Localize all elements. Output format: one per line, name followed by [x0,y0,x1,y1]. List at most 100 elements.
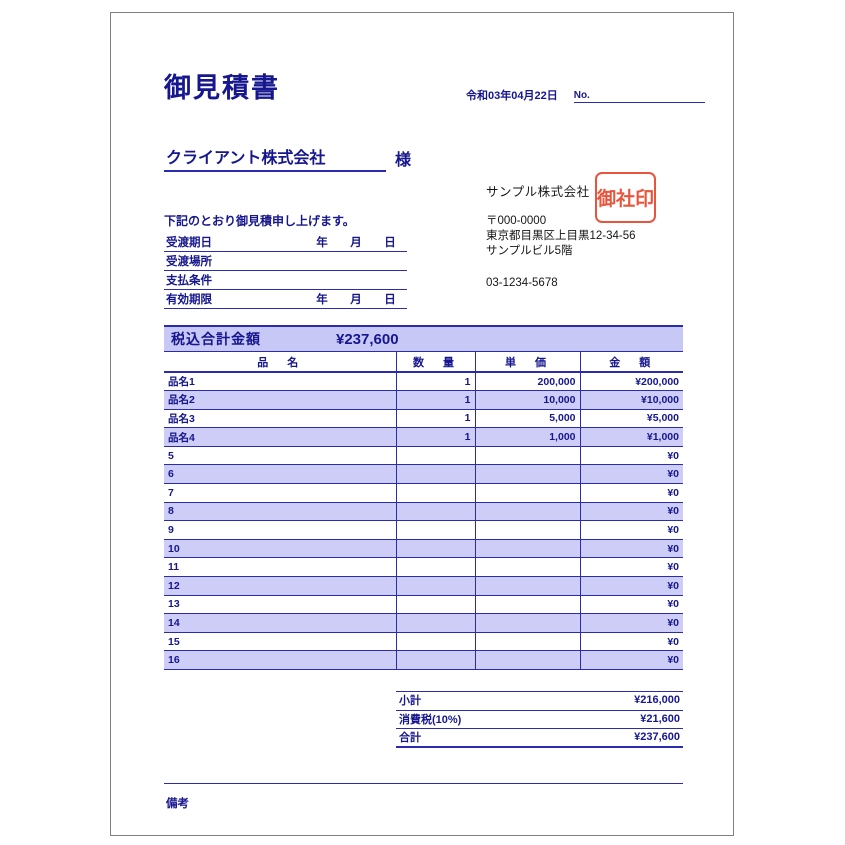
cell-quantity[interactable] [395,502,475,521]
terms-value-field[interactable] [299,232,305,252]
number-input[interactable] [589,91,705,103]
cell-amount[interactable]: ¥0 [579,464,683,484]
cell-quantity[interactable] [395,576,475,596]
cell-item-name[interactable]: 5 [168,449,174,462]
cell-quantity[interactable]: 1 [395,372,475,391]
total-amount-value: ¥237,600 [336,330,399,348]
table-row[interactable]: 品名1 1 200,000 ¥200,000 [164,372,683,391]
cell-unit-price[interactable] [474,557,580,577]
cell-item-name[interactable]: 15 [168,635,180,648]
client-name-field[interactable]: クライアント株式会社 [164,144,386,172]
table-row[interactable]: 7 ¥0 [164,483,683,503]
cell-unit-price[interactable] [474,483,580,503]
table-row[interactable]: 9 ¥0 [164,520,683,540]
summary-row: 小計 ¥216,000 [396,691,683,710]
cell-quantity[interactable] [395,464,475,484]
cell-unit-price[interactable] [474,613,580,633]
cell-item-name[interactable]: 11 [168,561,180,574]
cell-quantity[interactable] [395,483,475,503]
cell-item-name[interactable]: 13 [168,598,180,611]
cell-quantity[interactable] [395,446,475,465]
terms-row-delivery-date[interactable]: 受渡期日 年 月 日 [164,232,407,252]
cell-item-name[interactable]: 品名2 [164,390,396,410]
cell-unit-price[interactable] [474,650,580,670]
cell-amount[interactable]: ¥0 [579,483,683,503]
cell-amount[interactable]: ¥0 [579,613,683,633]
cell-amount[interactable]: ¥200,000 [579,372,683,391]
terms-form-table: 受渡期日 年 月 日 受渡場所 支払条件 有効期限 [164,232,407,309]
cell-item-name[interactable]: 16 [164,650,396,670]
terms-row-validity[interactable]: 有効期限 年 月 日 [164,289,407,309]
terms-value-field[interactable] [299,251,305,271]
table-row[interactable]: 品名2 1 10,000 ¥10,000 [164,390,683,410]
cell-unit-price[interactable]: 5,000 [474,409,580,428]
terms-month-unit: 月 [339,289,373,309]
cell-unit-price[interactable] [474,632,580,651]
column-header-name: 品 名 [164,352,396,373]
terms-row-payment[interactable]: 支払条件 [164,270,407,290]
cell-quantity[interactable] [395,520,475,540]
terms-day-unit: 日 [373,232,407,252]
date-and-number-row: 令和03年04月22日 No. [466,87,705,103]
cell-item-name[interactable]: 7 [168,486,174,499]
cell-amount[interactable]: ¥0 [579,539,683,558]
table-row[interactable]: 10 ¥0 [164,539,683,558]
cell-item-name[interactable]: 品名3 [168,412,195,425]
cell-amount[interactable]: ¥0 [579,576,683,596]
terms-value-field[interactable] [299,270,305,290]
cell-quantity[interactable] [395,595,475,614]
table-row[interactable]: 品名4 1 1,000 ¥1,000 [164,427,683,447]
cell-quantity[interactable] [395,650,475,670]
table-row[interactable]: 5 ¥0 [164,446,683,465]
table-row[interactable]: 11 ¥0 [164,557,683,577]
table-row[interactable]: 12 ¥0 [164,576,683,596]
table-row[interactable]: 8 ¥0 [164,502,683,521]
cell-amount[interactable]: ¥5,000 [579,409,683,428]
cell-item-name[interactable]: 10 [164,539,396,558]
cell-amount[interactable]: ¥1,000 [579,427,683,447]
cell-unit-price[interactable]: 1,000 [474,427,580,447]
terms-label: 受渡場所 [164,251,300,271]
cell-item-name[interactable]: 品名4 [164,427,396,447]
cell-amount[interactable]: ¥0 [579,520,683,540]
cell-item-name[interactable]: 8 [164,502,396,521]
cell-amount[interactable]: ¥0 [579,446,683,465]
cell-item-name[interactable]: 品名1 [168,376,195,389]
table-row[interactable]: 15 ¥0 [164,632,683,651]
cell-unit-price[interactable] [474,539,580,558]
issuer-company-name: サンプル株式会社 [486,185,590,199]
cell-unit-price[interactable] [474,520,580,540]
cell-amount[interactable]: ¥0 [579,557,683,577]
cell-quantity[interactable]: 1 [395,427,475,447]
cell-unit-price[interactable] [474,595,580,614]
cell-quantity[interactable]: 1 [395,409,475,428]
cell-unit-price[interactable] [474,464,580,484]
cell-item-name[interactable]: 9 [168,524,174,537]
cell-amount[interactable]: ¥10,000 [579,390,683,410]
cell-unit-price[interactable] [474,446,580,465]
cell-amount[interactable]: ¥0 [579,650,683,670]
cell-unit-price[interactable]: 200,000 [474,372,580,391]
table-row[interactable]: 13 ¥0 [164,595,683,614]
cell-quantity[interactable]: 1 [395,390,475,410]
cell-quantity[interactable] [395,613,475,633]
cell-unit-price[interactable] [474,576,580,596]
cell-quantity[interactable] [395,539,475,558]
terms-label: 支払条件 [164,270,300,290]
cell-unit-price[interactable] [474,502,580,521]
table-row[interactable]: 16 ¥0 [164,650,683,670]
table-row[interactable]: 6 ¥0 [164,464,683,484]
table-row[interactable]: 品名3 1 5,000 ¥5,000 [164,409,683,428]
cell-quantity[interactable] [395,632,475,651]
terms-row-delivery-place[interactable]: 受渡場所 [164,251,407,271]
terms-value-field[interactable] [299,289,305,309]
cell-item-name[interactable]: 6 [164,464,396,484]
cell-item-name[interactable]: 12 [164,576,396,596]
cell-unit-price[interactable]: 10,000 [474,390,580,410]
cell-amount[interactable]: ¥0 [579,595,683,614]
cell-amount[interactable]: ¥0 [579,632,683,651]
cell-amount[interactable]: ¥0 [579,502,683,521]
cell-quantity[interactable] [395,557,475,577]
table-row[interactable]: 14 ¥0 [164,613,683,633]
cell-item-name[interactable]: 14 [164,613,396,633]
